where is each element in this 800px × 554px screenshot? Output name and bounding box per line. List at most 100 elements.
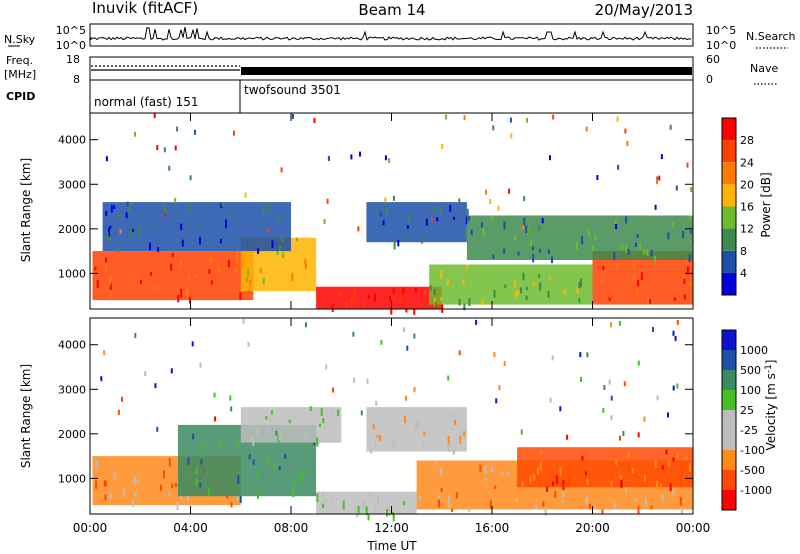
velocity-point: [242, 318, 245, 324]
velocity-point: [674, 336, 677, 341]
velocity-cell: [452, 448, 455, 455]
power-cell: [157, 247, 160, 252]
velocity-cell: [303, 469, 306, 474]
velocity-point: [170, 368, 173, 374]
power-cell: [538, 248, 541, 253]
power-point: [669, 124, 672, 130]
velocity-cell: [374, 438, 377, 448]
velocity-cell: [320, 408, 323, 416]
velocity-colorbar-label: Velocity [m s-1]: [764, 360, 778, 451]
power-cell: [199, 236, 201, 245]
velocity-cell: [632, 467, 634, 473]
power-point: [430, 217, 433, 223]
power-cell: [235, 251, 238, 258]
power-cell: [344, 301, 347, 309]
power-cell: [109, 276, 112, 286]
velocity-point: [117, 409, 120, 415]
power-point: [510, 133, 513, 139]
power-cell: [423, 291, 426, 295]
power-cell: [304, 259, 307, 265]
power-point: [189, 175, 192, 181]
velocity-cell: [248, 454, 251, 460]
velocity-cell: [644, 498, 647, 506]
noise-panel: N.Sky 10^5 10^0 10^5 10^0 N.Search: [4, 23, 796, 52]
velocity-cell: [104, 494, 107, 501]
velocity-cell: [392, 513, 395, 522]
power-point: [489, 199, 492, 204]
freq-left-tick-top: 18: [66, 53, 80, 66]
freq-left-tick-bottom: 8: [73, 73, 80, 86]
power-point: [326, 198, 329, 204]
velocity-cell: [668, 460, 671, 467]
power-cell: [363, 301, 366, 309]
power-point: [291, 114, 294, 119]
power-cell: [645, 248, 648, 255]
power-cell: [503, 221, 506, 230]
velocity-cell: [676, 453, 679, 458]
power-cell: [492, 254, 495, 259]
power-cell: [429, 285, 432, 291]
velocity-cell: [615, 458, 618, 465]
power-cell: [262, 277, 265, 285]
velocity-cell: [132, 499, 135, 508]
power-point: [359, 151, 361, 157]
power-cell: [407, 237, 410, 242]
power-point: [660, 154, 663, 160]
power-cell: [453, 216, 455, 220]
velocity-cell: [342, 500, 345, 510]
power-cell: [627, 248, 630, 255]
noise-left-tick-top: 10^5: [56, 24, 86, 37]
frequency-panel: Freq. [MHz] 18 8 60 0 Nave: [4, 53, 778, 86]
velocity-point: [229, 395, 232, 401]
velocity-cell: [319, 423, 322, 427]
power-cell: [385, 208, 387, 215]
power-point: [654, 204, 657, 210]
power-point: [441, 144, 444, 149]
velocity-point: [156, 426, 159, 432]
power-cell: [523, 218, 526, 226]
velocity-cell: [266, 428, 269, 435]
power-cell: [393, 242, 396, 250]
velocity-cell: [544, 507, 547, 516]
velocity-cell: [379, 435, 382, 442]
velocity-cell: [484, 465, 487, 474]
power-point: [492, 125, 495, 131]
power-cell: [152, 223, 155, 227]
cpid-program-1: normal (fast) 151: [94, 95, 198, 109]
power-cell: [225, 219, 227, 229]
power-cell: [210, 280, 213, 285]
power-cell: [170, 263, 173, 271]
velocity-cell: [539, 461, 542, 471]
power-point: [585, 126, 588, 132]
power-cell: [259, 221, 262, 226]
power-point: [497, 205, 500, 211]
velocity-cell: [392, 439, 395, 449]
x-tick-label: 12:00: [374, 521, 409, 535]
power-colorbar-tick: 16: [740, 201, 754, 214]
velocity-cell: [280, 435, 283, 439]
velocity-cell: [109, 492, 112, 500]
power-cell: [94, 266, 97, 271]
power-region-7: [466, 215, 693, 260]
power-cell: [465, 216, 468, 225]
power-colorbar-swatch: [722, 272, 736, 295]
power-point: [624, 128, 627, 134]
power-cell: [433, 288, 436, 295]
power-cell: [219, 239, 222, 244]
power-cell: [106, 232, 109, 240]
power-cell: [576, 288, 579, 294]
power-cell: [434, 301, 437, 307]
velocity-cell: [494, 485, 497, 489]
velocity-cell: [535, 503, 538, 510]
noise-left-tick-bottom: 10^0: [56, 39, 86, 52]
velocity-cell: [661, 494, 664, 502]
velocity-cell: [256, 429, 259, 435]
velocity-cell: [415, 421, 418, 430]
power-cell: [181, 239, 184, 247]
x-tick-label: 16:00: [475, 521, 510, 535]
velocity-cell: [561, 499, 564, 503]
velocity-cell: [627, 450, 630, 458]
power-cell: [331, 303, 334, 313]
power-point: [163, 147, 166, 153]
